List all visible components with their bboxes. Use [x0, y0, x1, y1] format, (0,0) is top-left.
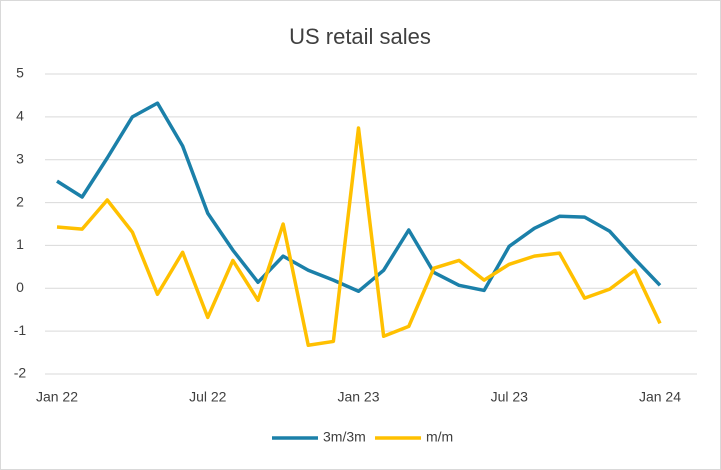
y-tick-label: -2 — [14, 365, 27, 381]
legend-label: 3m/3m — [323, 429, 366, 445]
y-tick-label: 5 — [16, 65, 24, 81]
x-tick-label: Jan 24 — [639, 389, 681, 405]
y-tick-label: 0 — [16, 279, 24, 295]
series-line — [56, 101, 662, 294]
series-line — [56, 126, 662, 348]
legend-label: m/m — [426, 429, 453, 445]
x-tick-label: Jan 23 — [337, 389, 379, 405]
x-tick-label: Jul 22 — [189, 389, 227, 405]
y-tick-label: 1 — [16, 236, 24, 252]
y-tick-label: -1 — [14, 322, 27, 338]
y-tick-label: 4 — [16, 108, 24, 124]
x-tick-label: Jan 22 — [36, 389, 78, 405]
y-tick-label: 2 — [16, 193, 24, 209]
chart-title: US retail sales — [289, 24, 431, 49]
x-tick-label: Jul 23 — [491, 389, 529, 405]
y-tick-label: 3 — [16, 150, 24, 166]
